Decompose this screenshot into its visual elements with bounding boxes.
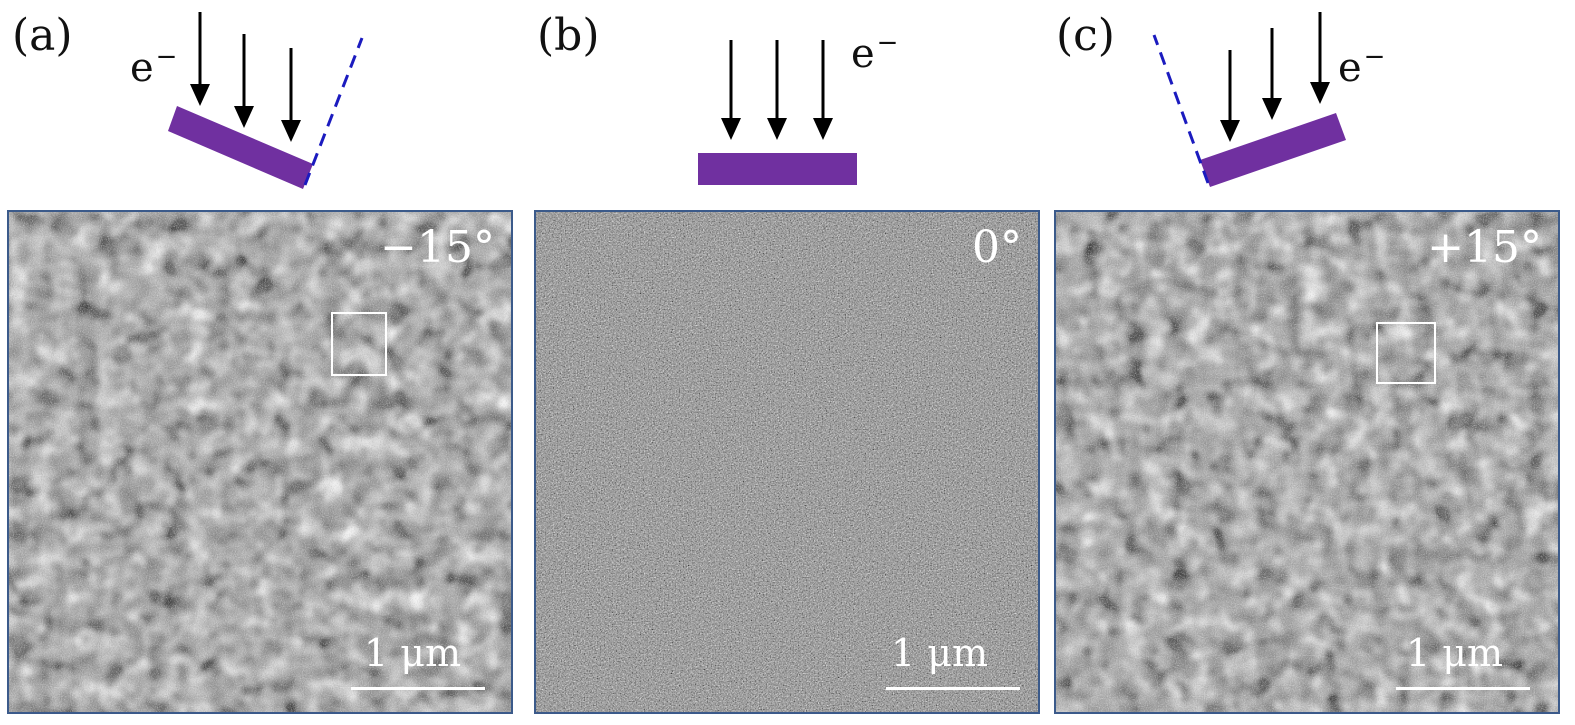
micrograph-b: 0° 1 μm — [534, 210, 1040, 714]
region-of-interest-box-a — [331, 312, 387, 376]
scale-bar-a — [351, 687, 485, 690]
tilt-schematic-a — [168, 12, 364, 189]
scale-bar-label-a: 1 μm — [364, 631, 461, 675]
micrograph-texture-a — [9, 212, 511, 712]
panel-label-a: (a) — [12, 10, 73, 61]
panel-label-b: (b) — [537, 10, 600, 61]
panel-label-c: (c) — [1056, 10, 1115, 61]
micrograph-c: +15° 1 μm — [1054, 210, 1560, 714]
region-of-interest-box-c — [1376, 322, 1436, 384]
electron-beam-label-a: e− — [130, 42, 178, 91]
tilted-sample-a — [168, 106, 313, 189]
micrograph-texture-c — [1056, 212, 1558, 712]
tilt-schematic-b — [698, 40, 857, 185]
panel-a: (a) e− — [0, 0, 525, 725]
micrograph-texture-b — [536, 212, 1038, 712]
scale-bar-label-c: 1 μm — [1406, 631, 1503, 675]
electron-arrows-b — [729, 40, 825, 122]
panel-b: (b) e− — [525, 0, 1050, 725]
tilt-angle-c: +15° — [1427, 222, 1542, 273]
scale-bar-c — [1396, 687, 1530, 690]
panel-c: (c) e− — [1050, 0, 1575, 725]
sample-normal-dashed-a — [303, 37, 364, 186]
scale-bar-b — [886, 687, 1020, 690]
tilt-angle-a: −15° — [380, 222, 495, 273]
electron-arrows-c — [1228, 12, 1322, 124]
micrograph-a: −15° 1 μm — [7, 210, 513, 714]
flat-sample-b — [698, 153, 857, 185]
tilt-schematic-c — [1152, 12, 1346, 187]
electron-arrows-a — [198, 12, 293, 124]
scale-bar-label-b: 1 μm — [891, 631, 988, 675]
electron-beam-label-b: e− — [851, 28, 899, 77]
tilt-angle-b: 0° — [972, 222, 1022, 273]
sample-normal-dashed-c — [1152, 34, 1210, 184]
tilted-sample-c — [1200, 113, 1346, 187]
electron-beam-label-c: e− — [1338, 42, 1386, 91]
